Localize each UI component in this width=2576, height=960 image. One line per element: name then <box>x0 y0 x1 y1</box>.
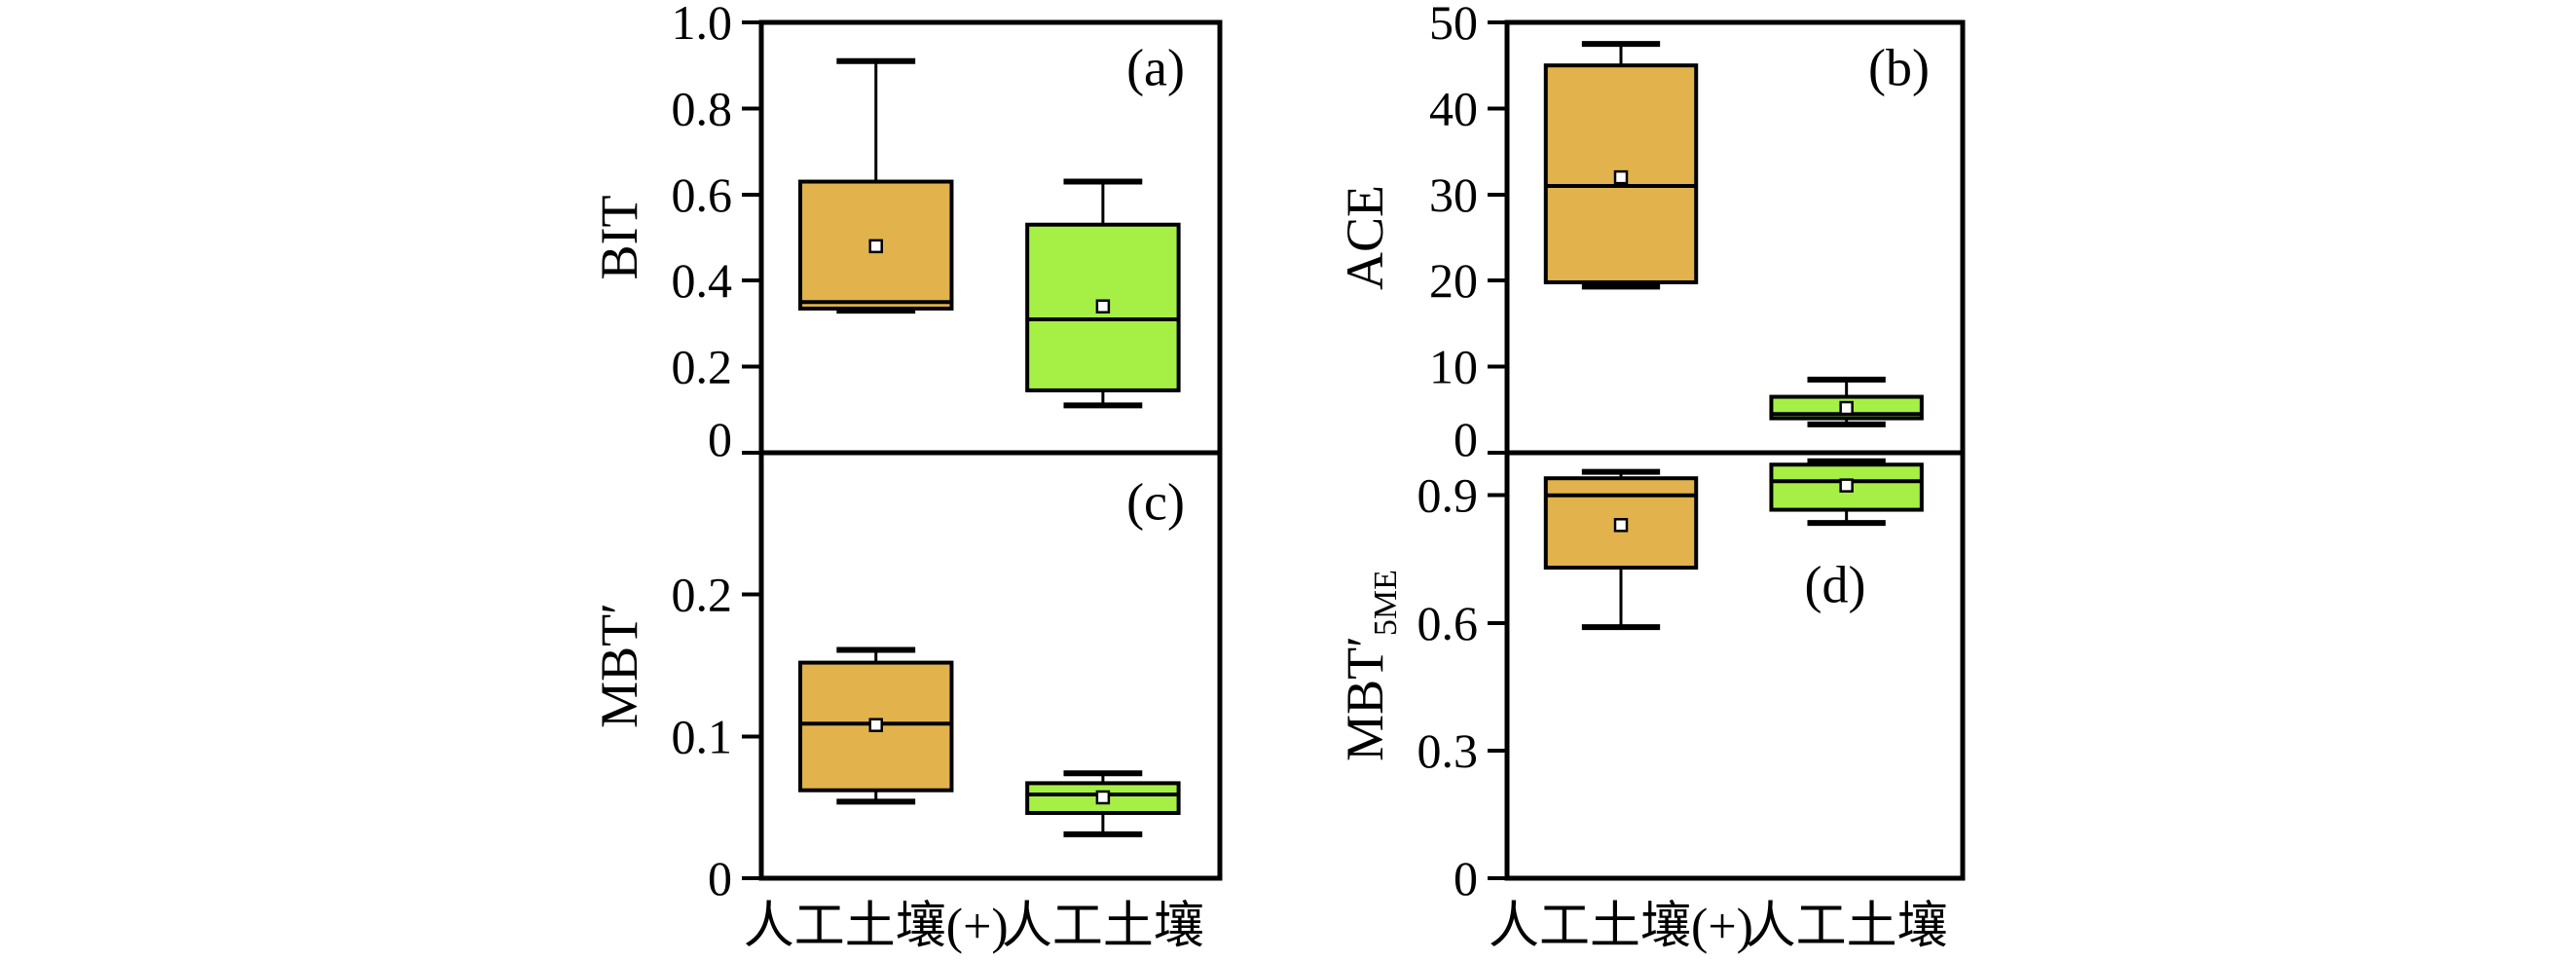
box-orange <box>798 646 954 805</box>
mean-marker <box>868 239 883 254</box>
y-tick-label: 1.0 <box>672 0 733 50</box>
box-orange <box>1543 41 1699 290</box>
x-category-label: 人工土壤(+) <box>744 900 1009 955</box>
mean-marker <box>1613 169 1629 185</box>
mean-marker <box>868 718 883 732</box>
y-tick-label: 10 <box>1429 340 1478 394</box>
y-tick-label: 0.3 <box>1417 723 1479 778</box>
y-tick-label: 30 <box>1429 167 1478 222</box>
iqr-box <box>1025 781 1181 815</box>
panel-letter: (b) <box>1868 38 1930 96</box>
y-tick-label: 0 <box>1454 851 1478 905</box>
box-green <box>1769 376 1924 427</box>
y-tick-label: 0.6 <box>672 167 733 222</box>
y-tick-label: 50 <box>1429 0 1478 50</box>
iqr-box <box>1769 462 1924 512</box>
y-axis-label: MBT′5ME <box>1336 570 1404 761</box>
y-tick-label: 0.2 <box>672 340 733 394</box>
panel-a: 0 0.2 0.4 0.6 0.8 1.0 BIT (a) <box>590 0 1223 466</box>
x-category-label: 人工土壤 <box>1746 900 1948 955</box>
y-axis-label: BIT <box>590 196 648 280</box>
panel-b: 0 10 20 30 40 50 ACE (b) <box>1336 0 1966 466</box>
mean-marker <box>1839 400 1854 416</box>
y-tick-label: 40 <box>1429 81 1478 135</box>
y-tick-label: 0.8 <box>672 81 733 135</box>
mean-marker <box>1095 790 1111 805</box>
y-tick-label: 0 <box>1454 412 1478 466</box>
x-category-label: 人工土壤(+) <box>1489 900 1753 955</box>
y-tick-label: 0.6 <box>1417 596 1479 650</box>
panel-c: 0 0.1 0.2 MBT′ (c) 人工土壤(+)人工土壤 <box>590 450 1223 955</box>
y-tick-label: 0 <box>708 412 732 466</box>
panel-letter: (d) <box>1804 555 1865 613</box>
x-category-label: 人工土壤 <box>1002 900 1204 955</box>
mean-marker <box>1095 299 1111 314</box>
y-tick-label: 0.9 <box>1417 468 1479 523</box>
box-green <box>1769 458 1924 527</box>
panel-letter: (c) <box>1126 472 1185 531</box>
y-tick-label: 0.4 <box>672 253 733 308</box>
mean-marker <box>1613 518 1629 533</box>
y-tick-label: 20 <box>1429 253 1478 308</box>
box-green <box>1025 770 1181 837</box>
y-axis-label: ACE <box>1336 185 1394 290</box>
y-tick-label: 0.1 <box>672 709 733 763</box>
y-tick-label: 0.2 <box>672 568 733 622</box>
y-axis-label: MBT′ <box>590 603 648 728</box>
box-orange <box>798 57 954 314</box>
y-tick-label: 0 <box>708 851 732 905</box>
box-green <box>1025 178 1181 409</box>
panel-letter: (a) <box>1126 38 1185 96</box>
mean-marker <box>1839 478 1854 493</box>
box-orange <box>1543 468 1699 631</box>
